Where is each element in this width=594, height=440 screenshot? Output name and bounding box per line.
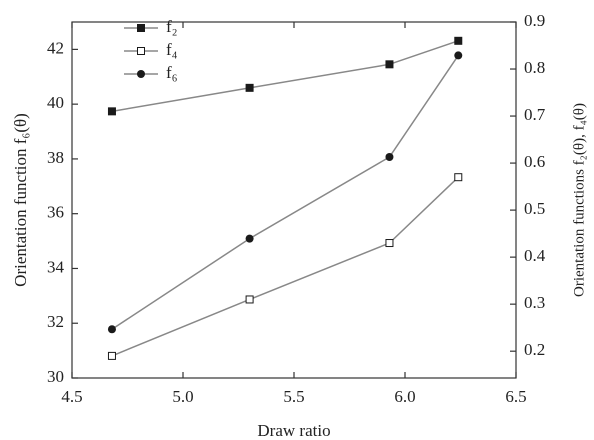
y-tick-label: 40 (47, 93, 64, 112)
x-tick-label: 5.0 (172, 387, 193, 406)
y-tick-label: 32 (47, 312, 64, 331)
series-line (111, 54, 459, 330)
legend-marker (137, 47, 145, 55)
series-line (111, 40, 459, 113)
y-tick-label: 42 (47, 38, 64, 57)
y-tick-label: 34 (47, 257, 65, 276)
x-tick-label: 6.0 (394, 387, 415, 406)
point (107, 351, 116, 360)
y2-tick-label: 0.6 (524, 152, 545, 171)
point (245, 83, 254, 92)
y2-tick-label: 0.4 (524, 246, 546, 265)
legend-label: f₆ (166, 63, 178, 82)
point (454, 51, 463, 60)
y-tick-label: 30 (47, 367, 64, 386)
y2-tick-label: 0.8 (524, 58, 545, 77)
y2-tick-label: 0.7 (524, 105, 546, 124)
legend-marker (137, 24, 145, 32)
y-tick-label: 38 (47, 148, 64, 167)
y-axis-title: Orientation function f₆(θ) (11, 113, 30, 287)
y2-tick-label: 0.3 (524, 293, 545, 312)
legend-marker (137, 70, 145, 78)
point (385, 153, 394, 162)
x-tick-label: 4.5 (61, 387, 82, 406)
y2-axis-title: Orientation functions f₂(θ), f₄(θ) (571, 103, 587, 297)
legend-label: f₄ (166, 40, 178, 59)
point (107, 107, 116, 116)
point (385, 239, 394, 248)
point (245, 295, 254, 304)
point (385, 60, 394, 69)
y2-tick-label: 0.5 (524, 199, 545, 218)
x-tick-label: 5.5 (283, 387, 304, 406)
x-axis-title: Draw ratio (257, 421, 330, 440)
y-tick-label: 36 (47, 203, 64, 222)
point (454, 173, 463, 182)
point (245, 234, 254, 243)
series-line (111, 176, 459, 357)
y2-tick-label: 0.9 (524, 11, 545, 30)
point (107, 325, 116, 334)
y2-tick-label: 0.2 (524, 340, 545, 359)
legend-label: f₂ (166, 17, 178, 36)
point (454, 36, 463, 45)
x-tick-label: 6.5 (505, 387, 526, 406)
